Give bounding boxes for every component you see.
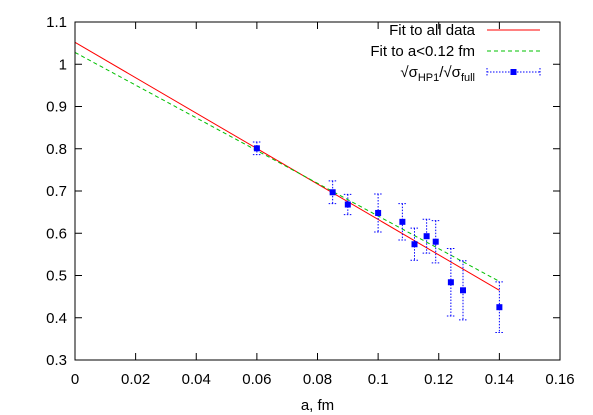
data-point — [374, 193, 383, 233]
x-tick-label: 0.04 — [182, 371, 211, 388]
data-point — [446, 247, 455, 317]
legend-subscript: HP1 — [418, 72, 439, 84]
data-point — [422, 218, 431, 254]
point-marker — [375, 209, 382, 216]
x-tick-label: 0.12 — [424, 371, 453, 388]
y-tick-label: 0.5 — [46, 268, 67, 285]
x-axis-title: a, fm — [301, 397, 334, 414]
legend-subscript: full — [461, 72, 475, 84]
x-axis-ticks: 0 0.02 0.04 0.06 0.08 0.1 0.12 0.14 0.16 — [71, 22, 575, 388]
data-point — [398, 203, 407, 241]
x-tick-label: 0.14 — [485, 371, 514, 388]
y-tick-label: 0.6 — [46, 225, 67, 242]
data-point — [252, 141, 261, 156]
x-tick-label: 0.06 — [242, 371, 271, 388]
x-tick-label: 0.1 — [368, 371, 389, 388]
data-point — [410, 227, 419, 261]
data-point — [343, 193, 352, 216]
legend-swatch-marker — [510, 69, 517, 75]
point-marker — [329, 189, 336, 196]
data-point — [495, 281, 504, 334]
x-tick-label: 0.16 — [545, 371, 574, 388]
legend-text-part: √σ — [400, 64, 418, 81]
data-point — [328, 180, 337, 205]
fit-lines — [74, 41, 500, 291]
x-tick-label: 0.08 — [303, 371, 332, 388]
fit-line-2 — [74, 51, 500, 282]
legend-label-fit-1: Fit to all data — [389, 22, 476, 39]
y-tick-label: 1 — [59, 56, 67, 73]
point-marker — [496, 304, 503, 311]
plot-frame — [74, 21, 561, 361]
data-point — [459, 260, 467, 321]
data-point — [431, 220, 440, 264]
y-axis-ticks: 0.3 0.4 0.5 0.6 0.7 0.8 0.9 1 1.1 — [46, 14, 560, 369]
point-marker — [460, 287, 466, 294]
point-marker — [423, 233, 430, 240]
y-tick-label: 0.3 — [46, 352, 67, 369]
legend-text-part: /√σ — [439, 64, 461, 81]
y-tick-label: 0.9 — [46, 99, 67, 116]
y-tick-label: 0.4 — [46, 310, 67, 327]
x-tick-label: 0 — [71, 371, 79, 388]
legend: Fit to all data Fit to a<0.12 fm √σHP1/√σf… — [370, 22, 541, 84]
point-marker — [411, 241, 418, 248]
y-tick-label: 0.8 — [46, 141, 67, 158]
point-marker — [344, 201, 351, 208]
data-points — [252, 141, 504, 334]
point-marker — [253, 145, 260, 152]
point-marker — [399, 218, 406, 225]
y-tick-label: 1.1 — [46, 14, 67, 31]
point-marker — [447, 279, 454, 286]
legend-label-series: √σHP1/√σfull — [400, 64, 475, 84]
fit-line-1 — [74, 41, 500, 291]
x-tick-label: 0.02 — [121, 371, 150, 388]
y-tick-label: 0.7 — [46, 183, 67, 200]
point-marker — [432, 238, 439, 245]
legend-label-fit-2: Fit to a<0.12 fm — [370, 43, 475, 60]
